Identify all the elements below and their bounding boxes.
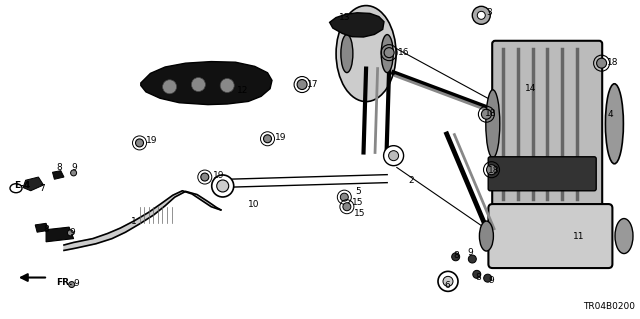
- Text: 9: 9: [488, 276, 494, 285]
- Circle shape: [388, 151, 399, 161]
- Text: 8: 8: [44, 225, 49, 234]
- Text: 9: 9: [69, 228, 75, 237]
- Text: 15: 15: [354, 209, 365, 218]
- FancyBboxPatch shape: [488, 204, 612, 268]
- Circle shape: [484, 274, 492, 282]
- Text: 1: 1: [131, 217, 137, 226]
- Text: 18: 18: [485, 109, 497, 118]
- Circle shape: [452, 253, 460, 261]
- Text: 19: 19: [213, 171, 225, 180]
- Polygon shape: [46, 227, 74, 242]
- Circle shape: [67, 230, 74, 236]
- Circle shape: [264, 135, 271, 143]
- Text: 7: 7: [40, 184, 45, 193]
- Polygon shape: [35, 223, 49, 232]
- Text: 6: 6: [445, 281, 451, 290]
- FancyArrowPatch shape: [21, 274, 45, 281]
- Circle shape: [70, 170, 77, 176]
- Circle shape: [596, 58, 607, 68]
- Circle shape: [472, 6, 490, 24]
- Ellipse shape: [336, 6, 396, 101]
- Circle shape: [343, 203, 351, 211]
- Circle shape: [481, 109, 492, 119]
- Text: 8: 8: [475, 273, 481, 282]
- Polygon shape: [23, 177, 44, 191]
- Text: 4: 4: [608, 110, 614, 119]
- Text: 17: 17: [307, 80, 319, 89]
- Text: 13: 13: [339, 13, 351, 22]
- Polygon shape: [141, 62, 272, 105]
- Text: 12: 12: [237, 86, 248, 95]
- Text: E-4: E-4: [14, 181, 30, 190]
- Text: TR04B0200: TR04B0200: [583, 302, 635, 311]
- Text: 15: 15: [352, 198, 364, 207]
- Text: FR.: FR.: [56, 278, 73, 287]
- FancyBboxPatch shape: [488, 157, 596, 191]
- Text: 18: 18: [488, 166, 499, 175]
- Text: 19: 19: [275, 133, 287, 142]
- Circle shape: [68, 282, 75, 287]
- Circle shape: [468, 255, 476, 263]
- Circle shape: [473, 270, 481, 278]
- Text: 8: 8: [453, 251, 459, 260]
- Text: 9: 9: [72, 163, 77, 172]
- Text: 9: 9: [74, 279, 79, 288]
- Text: 18: 18: [607, 58, 618, 67]
- Text: 10: 10: [248, 200, 260, 209]
- Circle shape: [384, 48, 394, 58]
- Circle shape: [340, 193, 348, 201]
- Polygon shape: [52, 171, 64, 179]
- Ellipse shape: [486, 90, 500, 158]
- Text: 2: 2: [408, 176, 414, 185]
- Text: 3: 3: [486, 8, 492, 17]
- Text: 5: 5: [355, 187, 361, 196]
- Ellipse shape: [381, 34, 393, 73]
- Ellipse shape: [615, 219, 633, 254]
- Text: 19: 19: [146, 136, 157, 145]
- Circle shape: [443, 276, 453, 286]
- Ellipse shape: [341, 34, 353, 73]
- Circle shape: [212, 175, 234, 197]
- Circle shape: [486, 165, 497, 175]
- Text: 16: 16: [398, 48, 410, 57]
- Circle shape: [217, 180, 228, 192]
- Polygon shape: [64, 191, 221, 250]
- Ellipse shape: [605, 84, 623, 164]
- Polygon shape: [330, 13, 384, 37]
- Circle shape: [383, 146, 404, 166]
- Text: 11: 11: [573, 232, 584, 241]
- Circle shape: [201, 173, 209, 181]
- Circle shape: [136, 139, 143, 147]
- Ellipse shape: [479, 221, 493, 251]
- Text: 14: 14: [525, 84, 536, 93]
- Circle shape: [297, 79, 307, 90]
- Text: 9: 9: [467, 248, 473, 256]
- Circle shape: [477, 11, 485, 19]
- FancyBboxPatch shape: [492, 41, 602, 207]
- Circle shape: [191, 78, 205, 92]
- Circle shape: [163, 80, 177, 94]
- Circle shape: [220, 78, 234, 93]
- Ellipse shape: [10, 184, 22, 193]
- Circle shape: [438, 271, 458, 291]
- Text: 8: 8: [56, 163, 62, 172]
